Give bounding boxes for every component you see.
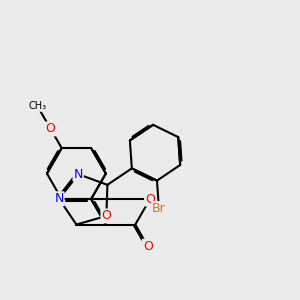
- Text: N: N: [74, 168, 83, 181]
- Text: O: O: [143, 240, 153, 253]
- Text: N: N: [54, 192, 64, 205]
- Text: Br: Br: [152, 202, 166, 215]
- Text: CH₃: CH₃: [28, 101, 46, 111]
- Text: O: O: [101, 209, 111, 223]
- Text: O: O: [145, 193, 155, 206]
- Text: O: O: [46, 122, 56, 135]
